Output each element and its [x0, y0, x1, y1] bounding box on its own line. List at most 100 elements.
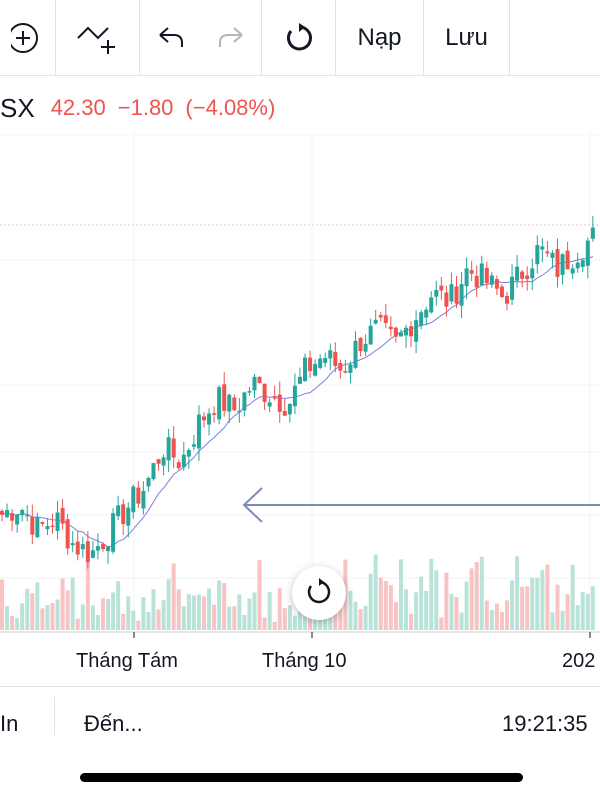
candle-body — [449, 284, 454, 302]
candle-body — [358, 337, 363, 352]
candle-body — [424, 309, 429, 318]
volume-bar — [257, 560, 262, 630]
volume-bar — [95, 615, 100, 630]
candle-body — [126, 507, 131, 526]
compare-icon[interactable] — [74, 0, 122, 76]
last-price: 42.30 — [50, 95, 106, 120]
volume-bar — [414, 592, 419, 630]
volume-bar — [565, 594, 570, 630]
candle-body — [25, 514, 30, 517]
volume-bar — [5, 605, 10, 630]
candle-body — [469, 270, 474, 274]
ma-line-path — [1, 256, 594, 548]
volume-bar — [474, 561, 479, 630]
rotate-icon[interactable] — [283, 0, 315, 76]
plus-circle-icon[interactable] — [10, 0, 45, 76]
volume-bar — [409, 613, 414, 630]
volume-bar — [393, 602, 398, 630]
candle-body — [373, 319, 378, 324]
candle-body — [242, 392, 247, 411]
volume-bar — [479, 556, 484, 630]
moving-average-line — [1, 256, 594, 548]
interval-button[interactable]: In — [0, 711, 19, 736]
candle-body — [20, 509, 25, 516]
candle-body — [161, 457, 166, 466]
candle-body — [515, 266, 520, 281]
volume-bar — [555, 584, 560, 630]
divider — [54, 697, 55, 735]
volume-bar — [111, 592, 116, 630]
volume-bar — [388, 585, 393, 630]
candle-body — [80, 544, 85, 550]
volume-bar — [151, 589, 156, 630]
volume-bar — [424, 590, 429, 630]
volume-bar — [550, 612, 555, 630]
volume-bar — [116, 581, 121, 630]
symbol-label[interactable]: SX — [0, 92, 35, 123]
candlesticks — [0, 216, 595, 569]
undo-icon[interactable] — [141, 0, 201, 76]
candle-body — [65, 519, 70, 549]
clock-label: 19:21:35 — [502, 711, 588, 736]
load-button[interactable]: Nạp — [357, 23, 402, 51]
candle-body — [303, 357, 307, 382]
candle-body — [262, 383, 267, 402]
candle-body — [176, 462, 181, 469]
candle-body — [222, 384, 227, 411]
volume-bar — [126, 596, 131, 630]
volume-bar — [60, 578, 65, 630]
price-chart[interactable] — [0, 130, 600, 640]
candle-body — [121, 504, 126, 524]
candle-body — [333, 351, 338, 367]
volume-bar — [247, 598, 252, 630]
volume-bar — [469, 568, 474, 630]
volume-bar — [25, 588, 30, 630]
goto-button[interactable]: Đến... — [84, 711, 143, 736]
volume-bar — [459, 612, 464, 630]
chart-toolbar: Nạp Lưu — [0, 0, 600, 76]
candle-body — [328, 350, 333, 359]
candle-body — [50, 525, 55, 528]
volume-bar — [510, 580, 515, 630]
candle-body — [419, 312, 424, 326]
candle-body — [297, 376, 302, 384]
volume-bar — [525, 586, 530, 630]
redo-icon[interactable] — [201, 0, 261, 76]
candle-body — [252, 376, 257, 391]
candle-body — [540, 246, 545, 250]
volume-bar — [404, 589, 408, 630]
compare-group — [56, 0, 140, 76]
candle-body — [530, 268, 535, 279]
candle-body — [247, 391, 252, 393]
volume-bar — [35, 582, 40, 630]
candle-body — [353, 340, 358, 368]
volume-bar — [494, 603, 499, 630]
candle-body — [116, 505, 121, 517]
save-group: Lưu — [424, 0, 510, 76]
candle-body — [10, 513, 15, 521]
volume-bar — [464, 581, 469, 630]
reset-chart-button[interactable] — [292, 566, 346, 620]
candle-body — [323, 357, 328, 364]
candle-body — [459, 284, 464, 306]
candle-body — [570, 268, 575, 274]
candle-body — [489, 275, 494, 285]
save-button[interactable]: Lưu — [445, 23, 488, 51]
volume-bar — [348, 590, 353, 630]
volume-bar — [65, 590, 70, 630]
volume-bar — [262, 617, 267, 630]
reset-icon — [307, 578, 331, 604]
volume-bar — [303, 610, 307, 630]
volume-bar — [70, 577, 75, 630]
candle-body — [60, 507, 65, 524]
candle-body — [267, 402, 272, 407]
volume-bar — [141, 597, 146, 630]
volume-bar — [282, 608, 287, 630]
candle-body — [257, 376, 262, 384]
volume-bar — [222, 583, 227, 630]
candle-body — [434, 289, 439, 297]
volume-bar — [85, 562, 90, 630]
volume-bar — [484, 600, 489, 630]
candle-body — [520, 271, 525, 279]
volume-bar — [10, 615, 15, 630]
